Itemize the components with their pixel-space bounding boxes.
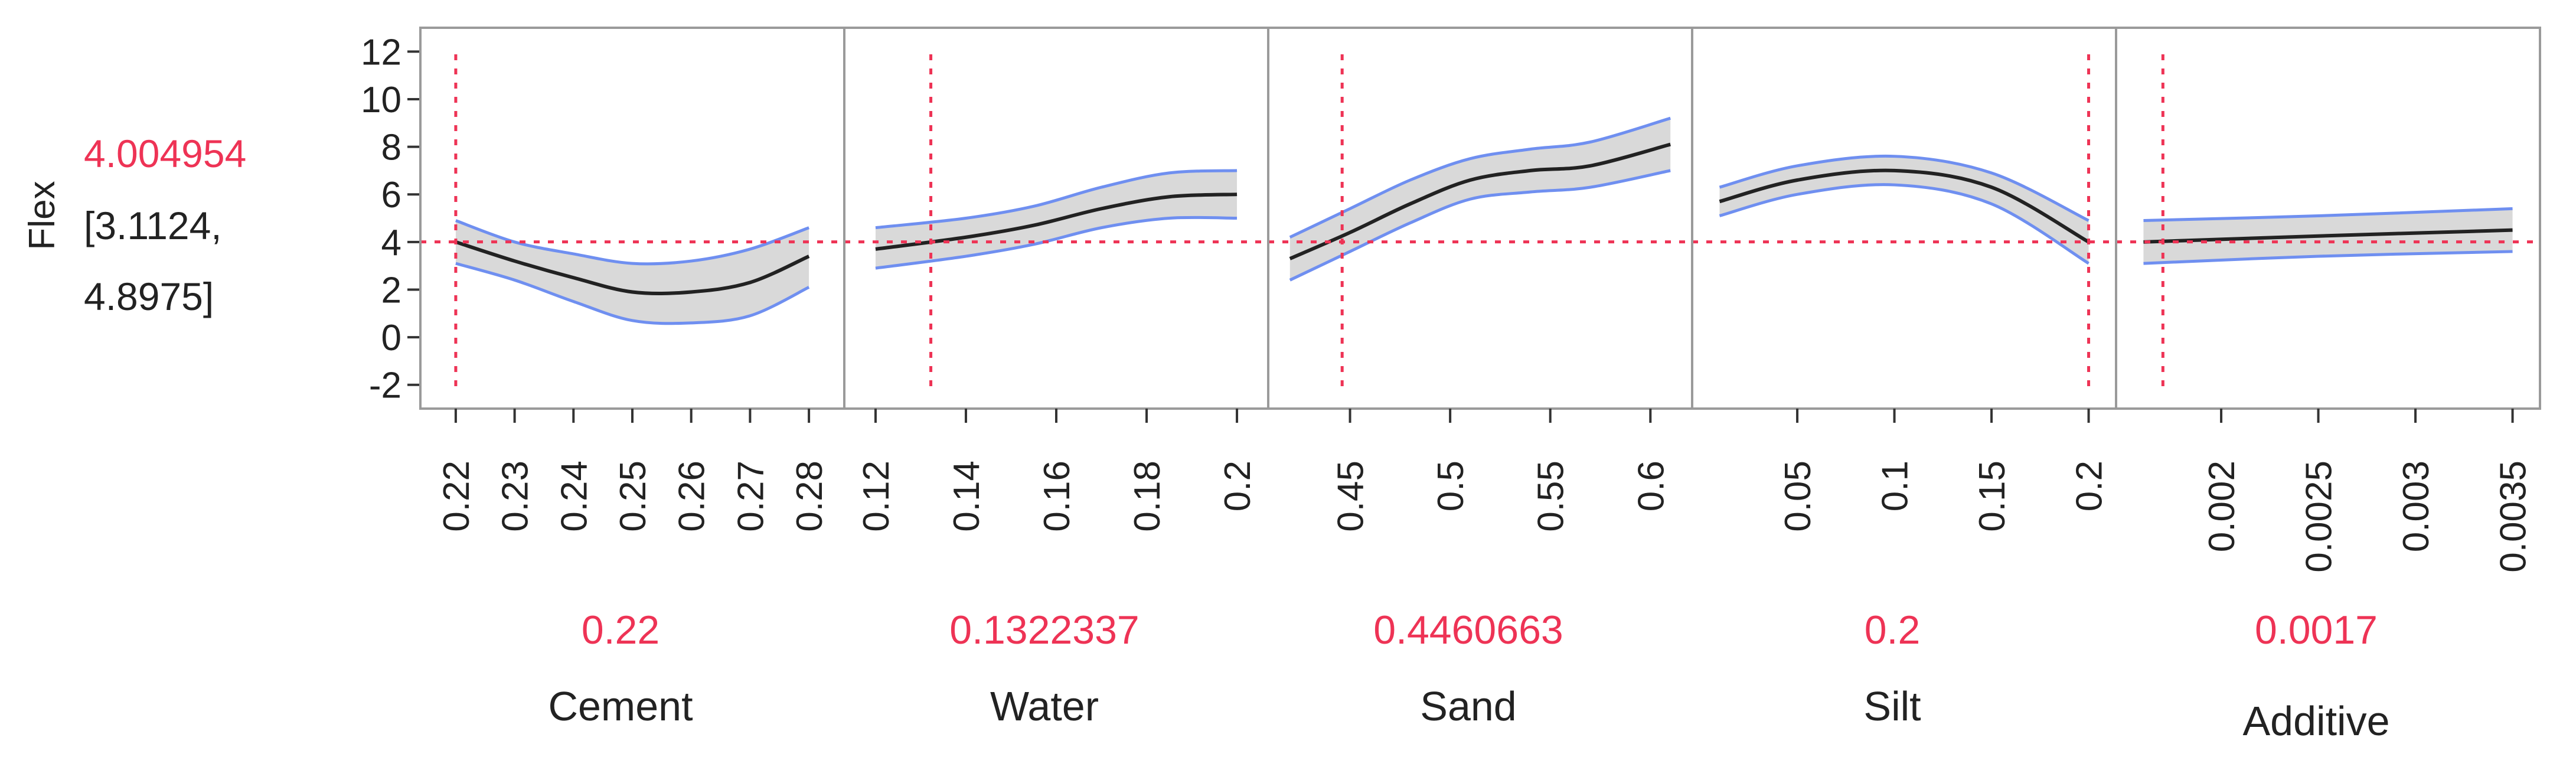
x-tick-label: 0.0035 (2493, 461, 2534, 573)
factor-label-silt: Silt (1863, 683, 1921, 729)
lower-confidence-line (2143, 250, 2513, 265)
response-label: Flex (22, 181, 63, 250)
x-tick-label: 0.6 (1631, 461, 1671, 511)
confidence-interval-high: 4.8975] (84, 275, 214, 318)
panel-frame (419, 27, 845, 410)
x-tick-label: 0.24 (554, 461, 595, 532)
x-tick-label: 0.26 (672, 461, 713, 532)
current-value-additive: 0.0017 (2255, 608, 2378, 652)
confidence-band (455, 220, 809, 324)
x-tick-label: 0.45 (1331, 461, 1372, 532)
x-tick-label: 0.23 (495, 461, 536, 532)
upper-confidence-line (875, 169, 1238, 230)
prediction-line (1289, 142, 1671, 260)
confidence-band (1719, 156, 2089, 264)
factor-label-sand: Sand (1420, 683, 1516, 729)
factor-panel-sand: 0.45 0.5 0.55 0.6 0.4460663 Sand (1267, 27, 1693, 729)
x-tick-label: 0.15 (1972, 461, 2013, 532)
upper-confidence-line (1289, 116, 1671, 239)
prediction-line (455, 240, 810, 296)
y-tick-label: 8 (381, 128, 401, 168)
x-tick-label: 0.55 (1531, 461, 1572, 532)
upper-confidence-line (2143, 207, 2513, 223)
prediction-line (875, 192, 1238, 251)
confidence-band (1289, 118, 1671, 280)
x-tick-label: 0.2 (2069, 461, 2110, 511)
x-tick-label: 0.2 (1217, 461, 1258, 511)
predicted-value: 4.004954 (84, 132, 246, 175)
x-tick-label: 0.5 (1431, 461, 1471, 511)
prediction-line (2143, 228, 2513, 244)
lower-confidence-line (1719, 183, 2089, 265)
x-tick-label: 0.0025 (2299, 461, 2340, 573)
factor-panels: 0.22 0.23 0.24 0.25 0.26 0.27 0.280.22Cement0.… (419, 27, 2541, 744)
y-tick-label: 10 (361, 80, 401, 120)
current-value-silt: 0.2 (1865, 608, 1921, 652)
y-tick-label: 2 (381, 270, 401, 311)
factor-panel-cement: 0.22 0.23 0.24 0.25 0.26 0.27 0.28 0.22 Cement (419, 27, 845, 729)
y-axis: 12 10 8 6 4 2 0 -2 (361, 32, 420, 406)
prediction-line (1719, 168, 2090, 244)
x-tick-label: 0.12 (856, 461, 897, 532)
y-tick-label: -2 (369, 366, 401, 406)
confidence-interval-low: [3.1124, (84, 204, 222, 247)
panel-frame (2115, 27, 2541, 410)
x-tick-label: 0.1 (1875, 461, 1916, 511)
factor-panel-additive: 0.002 0.0025 0.003 0.0035 0.0017 Additive (2115, 27, 2541, 744)
x-tick-label: 0.14 (946, 461, 987, 532)
y-tick-label: 6 (381, 175, 401, 216)
factor-label-additive: Additive (2242, 698, 2389, 744)
lower-confidence-line (455, 262, 810, 325)
x-tick-label: 0.05 (1778, 461, 1818, 532)
factor-label-water: Water (990, 683, 1099, 729)
lower-confidence-line (875, 216, 1238, 270)
x-tick-label: 0.28 (789, 461, 830, 532)
current-value-sand: 0.4460663 (1373, 608, 1563, 652)
factor-panel-water: 0.12 0.14 0.16 0.18 0.2 0.1322337 Water (843, 27, 1269, 729)
current-value-cement: 0.22 (582, 608, 659, 652)
response-area: Flex 4.004954 [3.1124, 4.8975] (22, 132, 246, 318)
y-tick-label: 0 (381, 318, 401, 358)
x-tick-label: 0.16 (1037, 461, 1078, 532)
lower-confidence-line (1289, 169, 1671, 282)
x-tick-label: 0.18 (1127, 461, 1168, 532)
current-value-water: 0.1322337 (949, 608, 1139, 652)
x-tick-label: 0.27 (730, 461, 771, 532)
y-tick-label: 4 (381, 223, 401, 263)
x-tick-label: 0.003 (2396, 461, 2437, 552)
x-tick-label: 0.002 (2202, 461, 2242, 552)
x-tick-label: 0.25 (613, 461, 654, 532)
factor-label-cement: Cement (548, 683, 693, 729)
upper-confidence-line (455, 219, 809, 266)
factor-panel-silt: 0.05 0.1 0.15 0.2 0.2 Silt (1691, 27, 2117, 729)
x-tick-label: 0.22 (436, 461, 477, 532)
y-tick-label: 12 (361, 32, 401, 73)
upper-confidence-line (1719, 154, 2089, 222)
